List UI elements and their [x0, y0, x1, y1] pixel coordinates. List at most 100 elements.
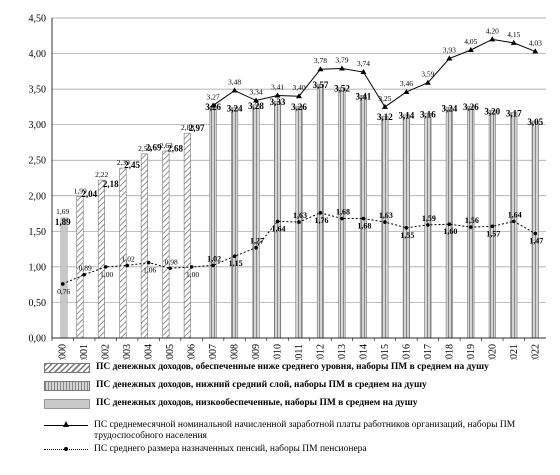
label-lower-middle: 2,97	[189, 123, 205, 133]
bar-lower-middle	[531, 120, 539, 339]
label-lower-middle: 3,26	[463, 102, 479, 112]
label-pension: 0,98	[165, 257, 178, 266]
y-tick-label: 2,00	[29, 191, 47, 202]
label-wage: 3,74	[357, 59, 370, 68]
label-wage: 3,40	[292, 83, 305, 92]
x-tick-label: 2011	[294, 344, 305, 360]
point-wage	[467, 47, 474, 52]
point-wage	[532, 48, 539, 54]
label-lower-middle: 3,57	[313, 80, 329, 90]
x-tick-label: 2020	[487, 344, 498, 360]
label-lower-middle: 3,20	[484, 106, 500, 116]
point-pension	[275, 219, 280, 224]
point-pension	[361, 216, 366, 221]
label-wage: 3,48	[228, 78, 241, 87]
label-lower-middle: 3,16	[420, 109, 436, 119]
x-tick-label: 2022	[530, 344, 541, 360]
point-wage	[403, 88, 410, 94]
label-below-middle: 2,22	[95, 170, 108, 179]
label-lower-middle: 2,18	[103, 179, 119, 189]
label-pension: 0,89	[79, 264, 92, 273]
label-pension: 1,68	[357, 222, 371, 231]
y-tick-label: 0,50	[29, 298, 47, 309]
point-wage	[296, 93, 302, 99]
label-pension: 1,56	[465, 216, 479, 225]
label-wage: 3,27	[207, 92, 220, 101]
legend-label-wage: ПС среднемесячной номинальной начисленно…	[94, 420, 516, 441]
bar-below-middle	[183, 132, 191, 339]
point-wage	[231, 87, 238, 93]
label-lower-middle: 3,33	[270, 97, 286, 107]
label-lower-middle: 3,26	[291, 102, 307, 112]
label-wage: 3,78	[314, 56, 327, 65]
x-tick-label: 2006	[187, 344, 198, 360]
legend-swatch-wage	[44, 420, 88, 430]
label-lower-middle: 3,28	[248, 101, 264, 111]
label-pension: 1,76	[314, 216, 328, 225]
label-pension: 1,64	[508, 210, 522, 219]
legend-label-light: ПС денежных доходов, низкообеспеченные, …	[96, 398, 418, 408]
legend-label-hatched: ПС денежных доходов, обеспеченные ниже с…	[96, 362, 489, 372]
x-tick-label: 2008	[230, 344, 241, 360]
label-lower-middle: 3,05	[527, 117, 543, 127]
x-tick-label: 2000	[58, 344, 69, 360]
point-pension	[447, 222, 452, 227]
point-pension	[426, 223, 430, 227]
x-tick-label: 2009	[251, 344, 262, 360]
y-tick-label: 1,00	[29, 262, 47, 273]
label-lower-middle: 2,68	[167, 143, 183, 153]
point-pension	[211, 263, 215, 268]
label-below-middle: 2,88	[181, 123, 194, 132]
legend-swatch-light	[44, 399, 90, 409]
x-tick-label: 2010	[273, 344, 284, 360]
point-pension	[125, 263, 129, 268]
bar-lower-middle	[510, 112, 518, 339]
y-tick-label: 1,50	[29, 227, 47, 238]
point-pension	[254, 245, 258, 250]
y-tick-label: 4,00	[29, 49, 47, 60]
point-pension	[469, 225, 473, 229]
point-pension	[103, 265, 108, 269]
x-tick-label: 2021	[509, 344, 520, 360]
point-wage	[317, 66, 324, 72]
x-tick-label: 2007	[208, 344, 219, 360]
label-pension: 1,47	[529, 236, 543, 245]
label-pension: 1,68	[336, 208, 350, 217]
label-lower-middle: 3,41	[356, 92, 372, 102]
label-wage: 3,25	[378, 94, 391, 103]
point-pension	[297, 220, 301, 224]
label-lower-middle: 3,17	[506, 109, 522, 119]
x-tick-label: 2003	[122, 344, 133, 360]
bar-lower-middle	[381, 115, 389, 339]
point-wage	[381, 103, 388, 109]
label-pension: 1,63	[379, 211, 393, 220]
label-pension: 1,15	[229, 259, 243, 268]
label-wage: 4,05	[464, 37, 477, 46]
point-pension	[490, 224, 495, 229]
legend-item-wage: ПС среднемесячной номинальной начисленно…	[44, 420, 554, 442]
y-tick-label: 4,50	[29, 14, 47, 25]
label-wage: 4,15	[507, 30, 520, 39]
bar-lower-middle	[209, 105, 217, 339]
x-tick-label: 2013	[337, 344, 348, 360]
point-pension	[404, 225, 409, 230]
point-pension	[189, 265, 194, 269]
bar-below-middle	[97, 179, 105, 339]
x-axis: 2000 2001 2002 2003 2004 2005 2006 2007 2008 2009…	[51, 337, 546, 360]
legend-swatch-hatched	[44, 363, 90, 373]
x-tick-label: 2014	[358, 344, 369, 360]
label-pension: 1,55	[400, 231, 414, 240]
label-pension: 1,64	[272, 224, 286, 233]
point-wage	[253, 97, 260, 103]
lines	[60, 36, 539, 286]
label-wage: 3,79	[335, 55, 348, 64]
label-below-middle: 2,39	[117, 158, 130, 167]
label-wage: 4,20	[486, 26, 499, 35]
label-lowincome-extra: 1,89	[55, 217, 71, 227]
legend-swatch-gray	[44, 381, 90, 391]
point-pension	[232, 254, 237, 259]
label-wage: 4,03	[529, 38, 542, 47]
x-tick-label: 2004	[144, 344, 155, 360]
point-pension	[168, 266, 172, 271]
legend-item-light: ПС денежных доходов, низкообеспеченные, …	[44, 398, 418, 409]
